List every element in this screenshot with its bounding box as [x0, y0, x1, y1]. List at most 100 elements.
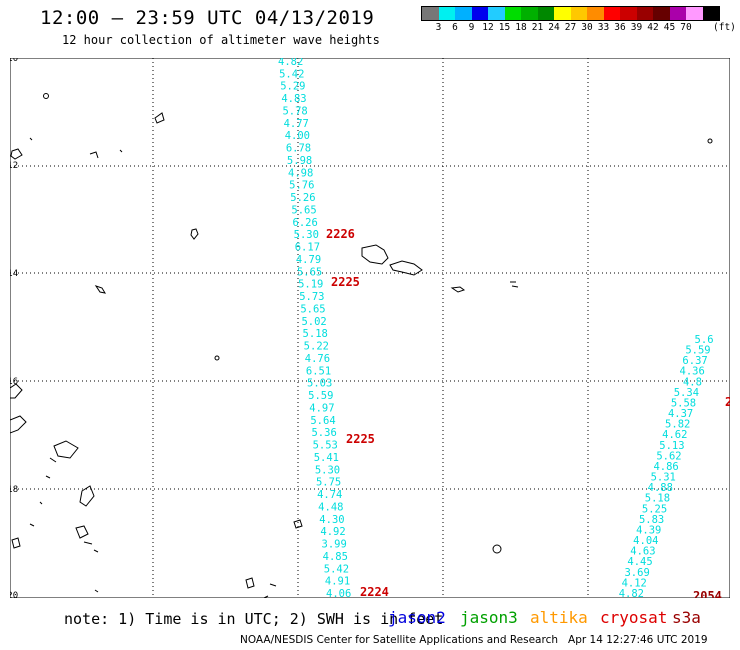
map-title: 12:00 – 23:59 UTC 04/13/2019	[40, 7, 375, 29]
color-scale-tick: 12	[482, 22, 494, 33]
swh-value: 5.6	[695, 334, 714, 346]
y-axis-tick: -14	[10, 269, 18, 279]
color-swatch	[521, 7, 538, 20]
footer-note: note: 1) Time is in UTC; 2) SWH is in fe…	[64, 610, 444, 628]
swh-value: 4.86	[653, 461, 678, 473]
color-scale-tick: 9	[468, 22, 475, 33]
island-cluster-j	[94, 589, 99, 593]
color-scale-tick: 36	[614, 22, 626, 33]
color-swatch	[488, 7, 505, 20]
y-axis-tick: -18	[10, 485, 18, 495]
color-scale-tick: 18	[515, 22, 527, 33]
color-scale-tick: 15	[498, 22, 511, 33]
island-small-f	[10, 148, 23, 160]
swh-value: 5.76	[289, 180, 314, 192]
swh-value: 4.30	[319, 514, 344, 526]
swh-value: 6.37	[682, 355, 707, 367]
island-cluster-d	[45, 457, 57, 479]
swh-value: 5.41	[314, 452, 339, 464]
satellite-label-altika: altika	[530, 608, 588, 627]
swh-value: 6.17	[295, 242, 320, 254]
swh-value: 5.42	[279, 68, 304, 80]
color-scale-tick: 39	[630, 22, 643, 33]
swh-value: 5.30	[315, 464, 340, 476]
swh-value: 5.75	[316, 477, 341, 489]
island-small-b	[214, 355, 220, 361]
island-niue	[492, 544, 502, 554]
swh-value: 5.65	[297, 266, 322, 278]
swh-value: 5.98	[287, 155, 312, 167]
swh-value: 4.06	[326, 588, 351, 598]
island-tonga-c	[263, 583, 277, 598]
swh-value: 5.22	[304, 341, 329, 353]
island-small-d	[707, 138, 713, 144]
map-frame	[10, 58, 730, 598]
swh-value: 5.25	[642, 503, 667, 515]
jason2-track-b: 5.65.596.374.364.85.345.584.375.824.625.…	[619, 334, 714, 598]
island-cluster-f	[75, 525, 89, 539]
swh-value: 5.03	[307, 378, 332, 390]
swh-value: 5.19	[298, 279, 323, 291]
swh-value: 5.73	[299, 291, 324, 303]
swh-value: 5.65	[291, 204, 316, 216]
swh-value: 4.76	[305, 353, 330, 365]
swh-value: 4.12	[622, 577, 647, 589]
swh-value: 3.69	[624, 567, 649, 579]
swh-value: 5.78	[282, 105, 307, 117]
color-scale-tick: 33	[597, 22, 610, 33]
swh-value: 4.82	[619, 588, 644, 598]
swh-value: 4.36	[680, 366, 705, 378]
swh-value: 5.34	[674, 387, 699, 399]
island-cluster-e	[79, 485, 95, 507]
color-swatch	[537, 7, 554, 20]
island-tonga-b	[245, 577, 255, 589]
color-swatch	[686, 7, 703, 20]
color-scale-unit: (ft)	[713, 22, 736, 33]
color-swatch	[504, 7, 521, 20]
color-swatch	[702, 7, 719, 20]
swh-value: 4.82	[278, 58, 303, 68]
island-cluster-a	[10, 383, 23, 399]
pass-number: 2225	[331, 275, 360, 289]
swh-value: 5.26	[290, 192, 315, 204]
island-cluster-h	[83, 541, 99, 553]
swh-value: 6.26	[293, 217, 318, 229]
island-cluster-i	[29, 501, 43, 527]
y-axis-tick: -10	[10, 58, 18, 64]
satellite-label-jason3: jason3	[460, 608, 518, 627]
swh-value: 4.79	[296, 254, 321, 266]
swh-value: 5.36	[311, 427, 336, 439]
swh-value: 5.59	[308, 390, 333, 402]
island-small-g	[29, 137, 33, 141]
color-swatch	[620, 7, 637, 20]
swh-value: 4.77	[284, 118, 309, 130]
swh-value: 4.92	[320, 526, 345, 538]
swh-value: 4.00	[285, 130, 310, 142]
color-swatch	[603, 7, 620, 20]
island-cluster-b	[10, 415, 27, 434]
island-savaii	[361, 244, 389, 265]
map-subtitle: 12 hour collection of altimeter wave hei…	[62, 33, 380, 47]
jason2-track-a: 4.825.425.294.835.784.774.006.785.984.98…	[278, 58, 351, 598]
color-scale-tick: 6	[452, 22, 458, 33]
y-axis-tick: -12	[10, 161, 18, 171]
swh-value: 4.97	[309, 402, 334, 414]
island-tutuila	[450, 286, 466, 293]
swh-value: 4.91	[325, 576, 350, 588]
swh-value: 4.62	[662, 429, 687, 441]
swh-value: 4.04	[633, 535, 658, 547]
color-swatch	[653, 7, 670, 20]
island-small-c	[154, 112, 165, 124]
color-scale-tick: 21	[531, 22, 544, 33]
color-swatch	[587, 7, 604, 20]
swh-value: 4.8	[683, 376, 702, 388]
color-swatch	[669, 7, 686, 20]
pass-number-partial: 2	[725, 395, 730, 409]
color-scale-tick: 27	[564, 22, 577, 33]
color-swatch	[554, 7, 571, 20]
color-swatch	[422, 7, 439, 20]
island-cluster-g	[11, 537, 21, 549]
pass-number: 2225	[346, 432, 375, 446]
swh-value: 5.02	[301, 316, 326, 328]
swh-value: 4.45	[627, 556, 652, 568]
